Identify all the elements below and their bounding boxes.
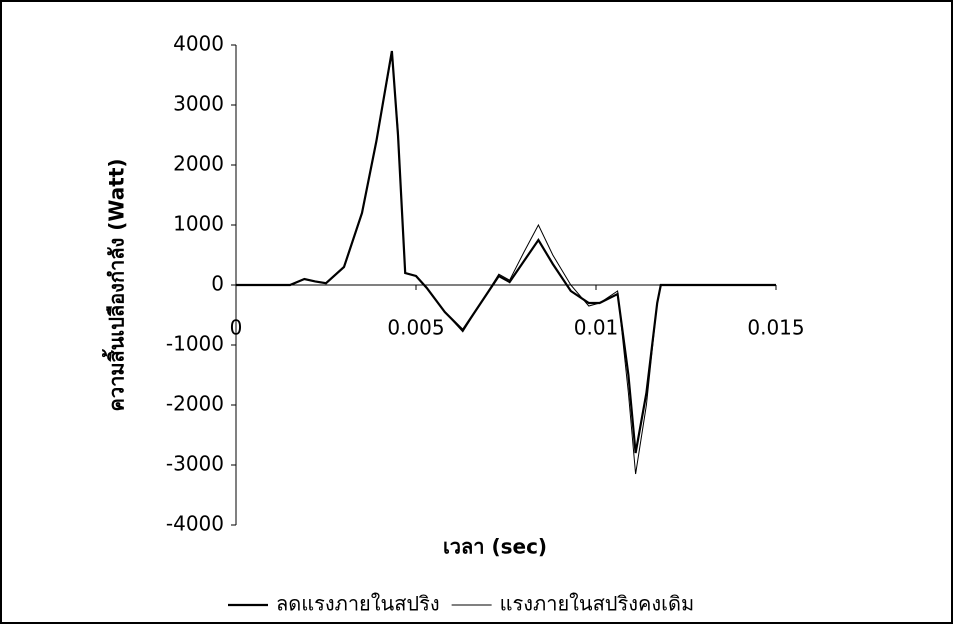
- y-tick-label: -1000: [166, 332, 224, 356]
- x-tick-label: 0.01: [574, 316, 619, 340]
- x-tick-label: 0: [230, 316, 243, 340]
- y-axis-label: ความสิ้นเปลืองกำลัง (Watt): [102, 158, 129, 411]
- legend-label: ลดแรงภายในสปริง: [276, 592, 440, 616]
- y-tick-label: 4000: [173, 32, 224, 56]
- y-tick-label: -4000: [166, 512, 224, 536]
- y-tick-label: 3000: [173, 92, 224, 116]
- y-tick-label: -2000: [166, 392, 224, 416]
- x-tick-label: 0.005: [387, 316, 444, 340]
- y-tick-label: 2000: [173, 152, 224, 176]
- x-axis-label: เวลา (sec): [443, 535, 547, 559]
- y-tick-label: -3000: [166, 452, 224, 476]
- x-tick-label: 0.015: [747, 316, 804, 340]
- series-line: [236, 53, 776, 475]
- y-tick-label: 0: [211, 272, 224, 296]
- y-tick-label: 1000: [173, 212, 224, 236]
- legend-label: แรงภายในสปริงคงเดิม: [500, 592, 695, 616]
